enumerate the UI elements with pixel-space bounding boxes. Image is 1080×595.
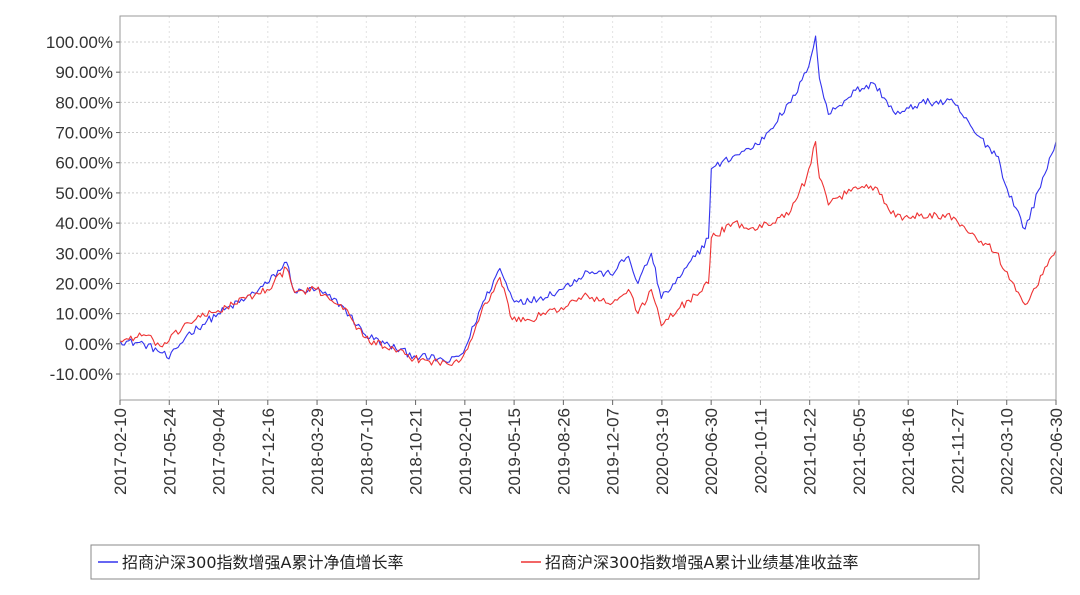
x-tick-label: 2017-12-16 bbox=[259, 408, 278, 495]
legend-label-series-1: 招商沪深300指数增强A累计净值增长率 bbox=[122, 553, 404, 572]
x-tick-label: 2020-06-30 bbox=[702, 408, 721, 495]
y-tick-label: 80.00% bbox=[55, 93, 113, 112]
x-tick-label: 2018-03-29 bbox=[308, 408, 327, 495]
grid-lines bbox=[119, 16, 1057, 400]
x-tick-label: 2019-05-15 bbox=[505, 408, 524, 495]
x-tick-label: 2018-10-21 bbox=[407, 408, 426, 495]
y-tick-label: 30.00% bbox=[55, 244, 113, 263]
x-tick-label: 2019-02-01 bbox=[456, 408, 475, 495]
y-tick-label: 20.00% bbox=[55, 274, 113, 293]
y-tick-label: 100.00% bbox=[46, 33, 113, 52]
y-tick-label: 0.00% bbox=[65, 335, 113, 354]
x-tick-label: 2022-03-10 bbox=[998, 408, 1017, 495]
x-axis: 2017-02-10 2017-05-24 2017-09-04 2017-12-16… bbox=[111, 400, 1066, 495]
y-tick-label: 70.00% bbox=[55, 124, 113, 143]
x-tick-label: 2019-12-07 bbox=[604, 408, 623, 495]
x-tick-label: 2020-10-11 bbox=[751, 408, 770, 494]
x-tick-label: 2017-05-24 bbox=[160, 408, 179, 495]
y-tick-label: 40.00% bbox=[55, 214, 113, 233]
x-tick-label: 2021-11-27 bbox=[948, 408, 967, 494]
legend-label-series-2: 招商沪深300指数增强A累计业绩基准收益率 bbox=[545, 553, 859, 572]
x-tick-label: 2017-02-10 bbox=[111, 408, 130, 495]
plot-area-border bbox=[119, 15, 1057, 401]
x-tick-label: 2021-08-16 bbox=[899, 408, 918, 495]
y-tick-label: 50.00% bbox=[55, 184, 113, 203]
x-tick-label: 2019-08-26 bbox=[554, 408, 573, 495]
x-tick-label: 2017-09-04 bbox=[210, 408, 229, 495]
x-tick-label: 2022-06-30 bbox=[1047, 408, 1066, 495]
x-tick-label: 2018-07-10 bbox=[357, 408, 376, 495]
y-axis: 100.00% 90.00% 80.00% 70.00% 60.00% 50.00% 40.… bbox=[46, 33, 120, 384]
y-tick-label: -10.00% bbox=[50, 365, 113, 384]
series-layer bbox=[119, 35, 1057, 367]
y-tick-label: 90.00% bbox=[55, 63, 113, 82]
series-line-2 bbox=[119, 141, 1057, 367]
x-tick-label: 2020-03-19 bbox=[653, 408, 672, 495]
x-tick-label: 2021-05-05 bbox=[850, 408, 869, 495]
x-tick-label: 2021-01-22 bbox=[801, 408, 820, 495]
y-tick-label: 10.00% bbox=[55, 305, 113, 324]
y-tick-label: 60.00% bbox=[55, 154, 113, 173]
legend: 招商沪深300指数增强A累计净值增长率 招商沪深300指数增强A累计业绩基准收益… bbox=[90, 544, 980, 580]
